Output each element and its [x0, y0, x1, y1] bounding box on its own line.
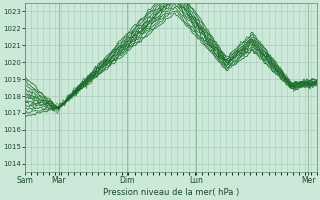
X-axis label: Pression niveau de la mer( hPa ): Pression niveau de la mer( hPa ) [103, 188, 239, 197]
